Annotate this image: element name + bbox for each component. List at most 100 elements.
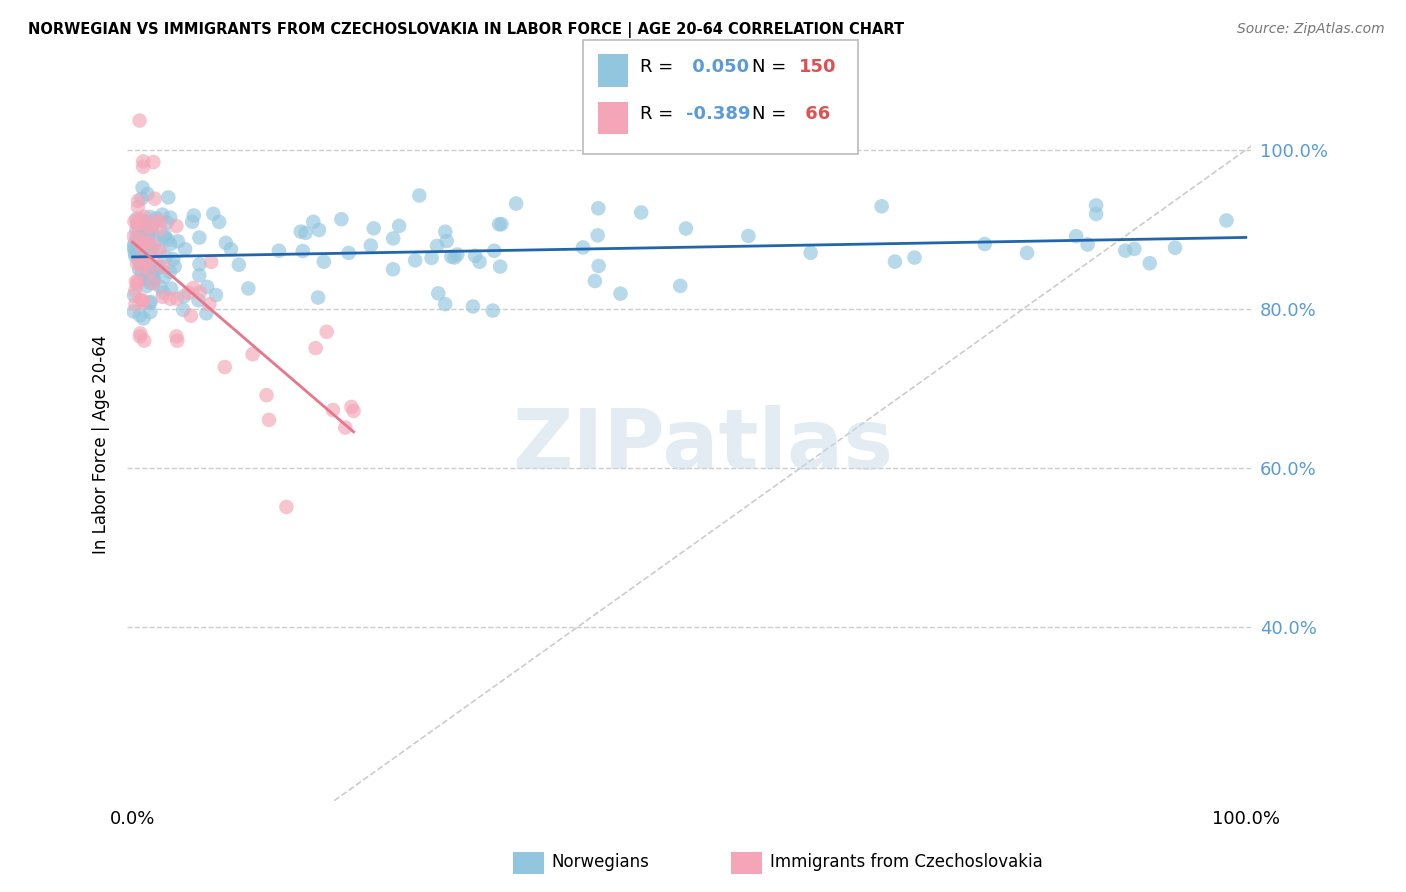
Point — [128, 308, 150, 322]
Point — [127, 200, 149, 214]
Point — [131, 180, 153, 194]
Point — [145, 211, 167, 226]
Point — [152, 285, 174, 300]
Point — [128, 253, 150, 268]
Point — [155, 250, 177, 264]
Text: 66: 66 — [799, 105, 830, 123]
Point — [382, 231, 405, 245]
Point — [132, 235, 155, 250]
Point — [166, 292, 188, 306]
Point — [149, 222, 172, 236]
Point — [256, 388, 278, 402]
Point — [363, 221, 385, 235]
Point — [132, 225, 155, 239]
Point — [129, 329, 152, 343]
Point — [139, 294, 162, 309]
Text: NORWEGIAN VS IMMIGRANTS FROM CZECHOSLOVAKIA IN LABOR FORCE | AGE 20-64 CORRELATI: NORWEGIAN VS IMMIGRANTS FROM CZECHOSLOVA… — [28, 22, 904, 38]
Point — [205, 288, 228, 302]
Point — [669, 278, 692, 293]
Point — [125, 223, 148, 237]
Point — [302, 215, 325, 229]
Point — [124, 249, 146, 263]
Point — [1215, 213, 1237, 227]
Point — [181, 215, 204, 229]
Point — [342, 404, 364, 418]
Point — [1064, 229, 1087, 244]
Point — [505, 196, 527, 211]
Point — [340, 400, 363, 414]
Point — [132, 311, 155, 326]
Point — [136, 186, 159, 201]
Point — [152, 260, 174, 274]
Point — [142, 276, 165, 290]
Point — [322, 403, 344, 417]
Point — [141, 272, 163, 286]
Point — [294, 226, 316, 240]
Point — [124, 214, 146, 228]
Point — [337, 246, 360, 260]
Point — [143, 234, 166, 248]
Point — [177, 285, 200, 300]
Point — [304, 341, 326, 355]
Point — [481, 303, 503, 318]
Point — [159, 237, 181, 252]
Point — [491, 217, 513, 231]
Point — [1164, 241, 1187, 255]
Point — [1123, 242, 1146, 256]
Point — [138, 239, 160, 253]
Point — [630, 205, 652, 219]
Point — [427, 286, 450, 301]
Point — [588, 259, 610, 273]
Point — [1015, 246, 1038, 260]
Point — [136, 227, 159, 242]
Point — [468, 254, 491, 268]
Point — [330, 212, 353, 227]
Point — [1085, 207, 1108, 221]
Point — [202, 207, 225, 221]
Point — [290, 225, 312, 239]
Point — [219, 243, 242, 257]
Point — [267, 244, 290, 258]
Point — [165, 329, 187, 343]
Point — [195, 280, 218, 294]
Point — [138, 276, 160, 290]
Point — [124, 297, 146, 311]
Point — [142, 155, 165, 169]
Point — [198, 297, 221, 311]
Point — [127, 232, 149, 246]
Point — [132, 254, 155, 268]
Point — [135, 256, 157, 270]
Point — [138, 267, 160, 281]
Point — [135, 279, 157, 293]
Point — [360, 238, 382, 252]
Point — [127, 274, 149, 288]
Point — [675, 221, 697, 235]
Point — [160, 282, 183, 296]
Point — [588, 202, 610, 216]
Point — [214, 359, 236, 374]
Point — [131, 192, 153, 206]
Point — [131, 266, 153, 280]
Point — [446, 247, 468, 261]
Point — [215, 235, 238, 250]
Text: -0.389: -0.389 — [686, 105, 751, 123]
Point — [141, 226, 163, 240]
Point — [131, 240, 153, 254]
Point — [172, 302, 194, 317]
Text: N =: N = — [752, 58, 786, 76]
Point — [183, 281, 205, 295]
Point — [434, 225, 457, 239]
Point — [134, 245, 156, 260]
Point — [187, 293, 209, 308]
Point — [173, 289, 195, 303]
Text: N =: N = — [752, 105, 786, 123]
Point — [238, 281, 260, 295]
Point — [127, 217, 149, 231]
Point — [1085, 198, 1108, 212]
Text: Source: ZipAtlas.com: Source: ZipAtlas.com — [1237, 22, 1385, 37]
Point — [142, 276, 165, 290]
Point — [134, 334, 156, 348]
Point — [139, 210, 162, 224]
Point — [200, 255, 222, 269]
Point — [257, 413, 280, 427]
